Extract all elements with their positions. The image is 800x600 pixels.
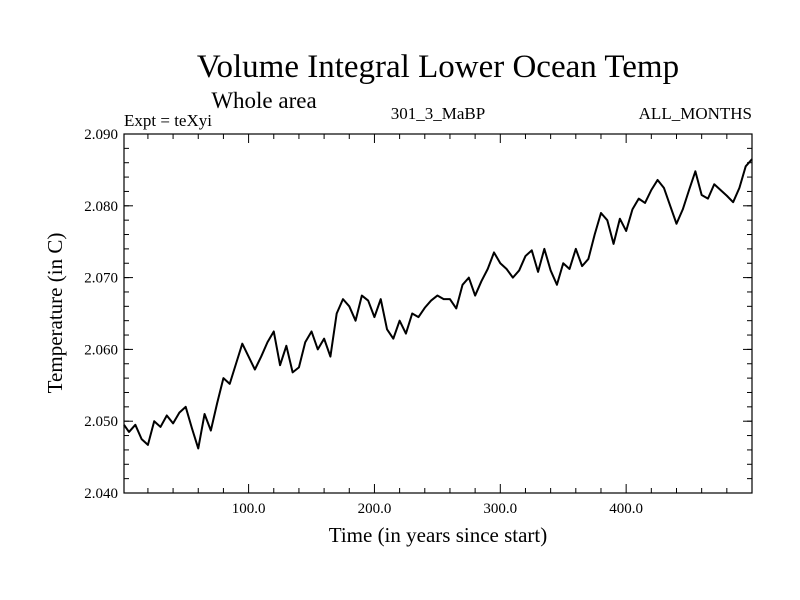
y-tick-label: 2.040 xyxy=(84,486,118,502)
y-tick-label: 2.060 xyxy=(84,342,118,358)
x-tick-label: 100.0 xyxy=(232,501,266,517)
chart-subtitle: Whole area xyxy=(211,88,316,113)
y-tick-label: 2.080 xyxy=(84,199,118,215)
chart-title: Volume Integral Lower Ocean Temp xyxy=(197,49,679,85)
y-tick-label: 2.070 xyxy=(84,271,118,287)
y-axis-ticks: 2.040 2.050 2.060 2.070 2.080 2.090 xyxy=(84,127,752,502)
experiment-label: Expt = teXyi xyxy=(124,111,212,130)
plot-frame xyxy=(123,133,753,494)
y-tick-label: 2.090 xyxy=(84,127,118,143)
x-tick-label: 400.0 xyxy=(609,501,643,517)
y-axis-label: Temperature (in C) xyxy=(43,233,67,394)
months-label: ALL_MONTHS xyxy=(639,104,752,123)
y-tick-label: 2.050 xyxy=(84,414,118,430)
temperature-series-line xyxy=(123,158,753,450)
x-tick-label: 300.0 xyxy=(483,501,517,517)
x-axis-label: Time (in years since start) xyxy=(329,523,548,547)
x-tick-label: 200.0 xyxy=(358,501,392,517)
run-id-label: 301_3_MaBP xyxy=(391,104,485,123)
x-axis-ticks: 100.0 200.0 300.0 400.0 xyxy=(147,134,728,517)
